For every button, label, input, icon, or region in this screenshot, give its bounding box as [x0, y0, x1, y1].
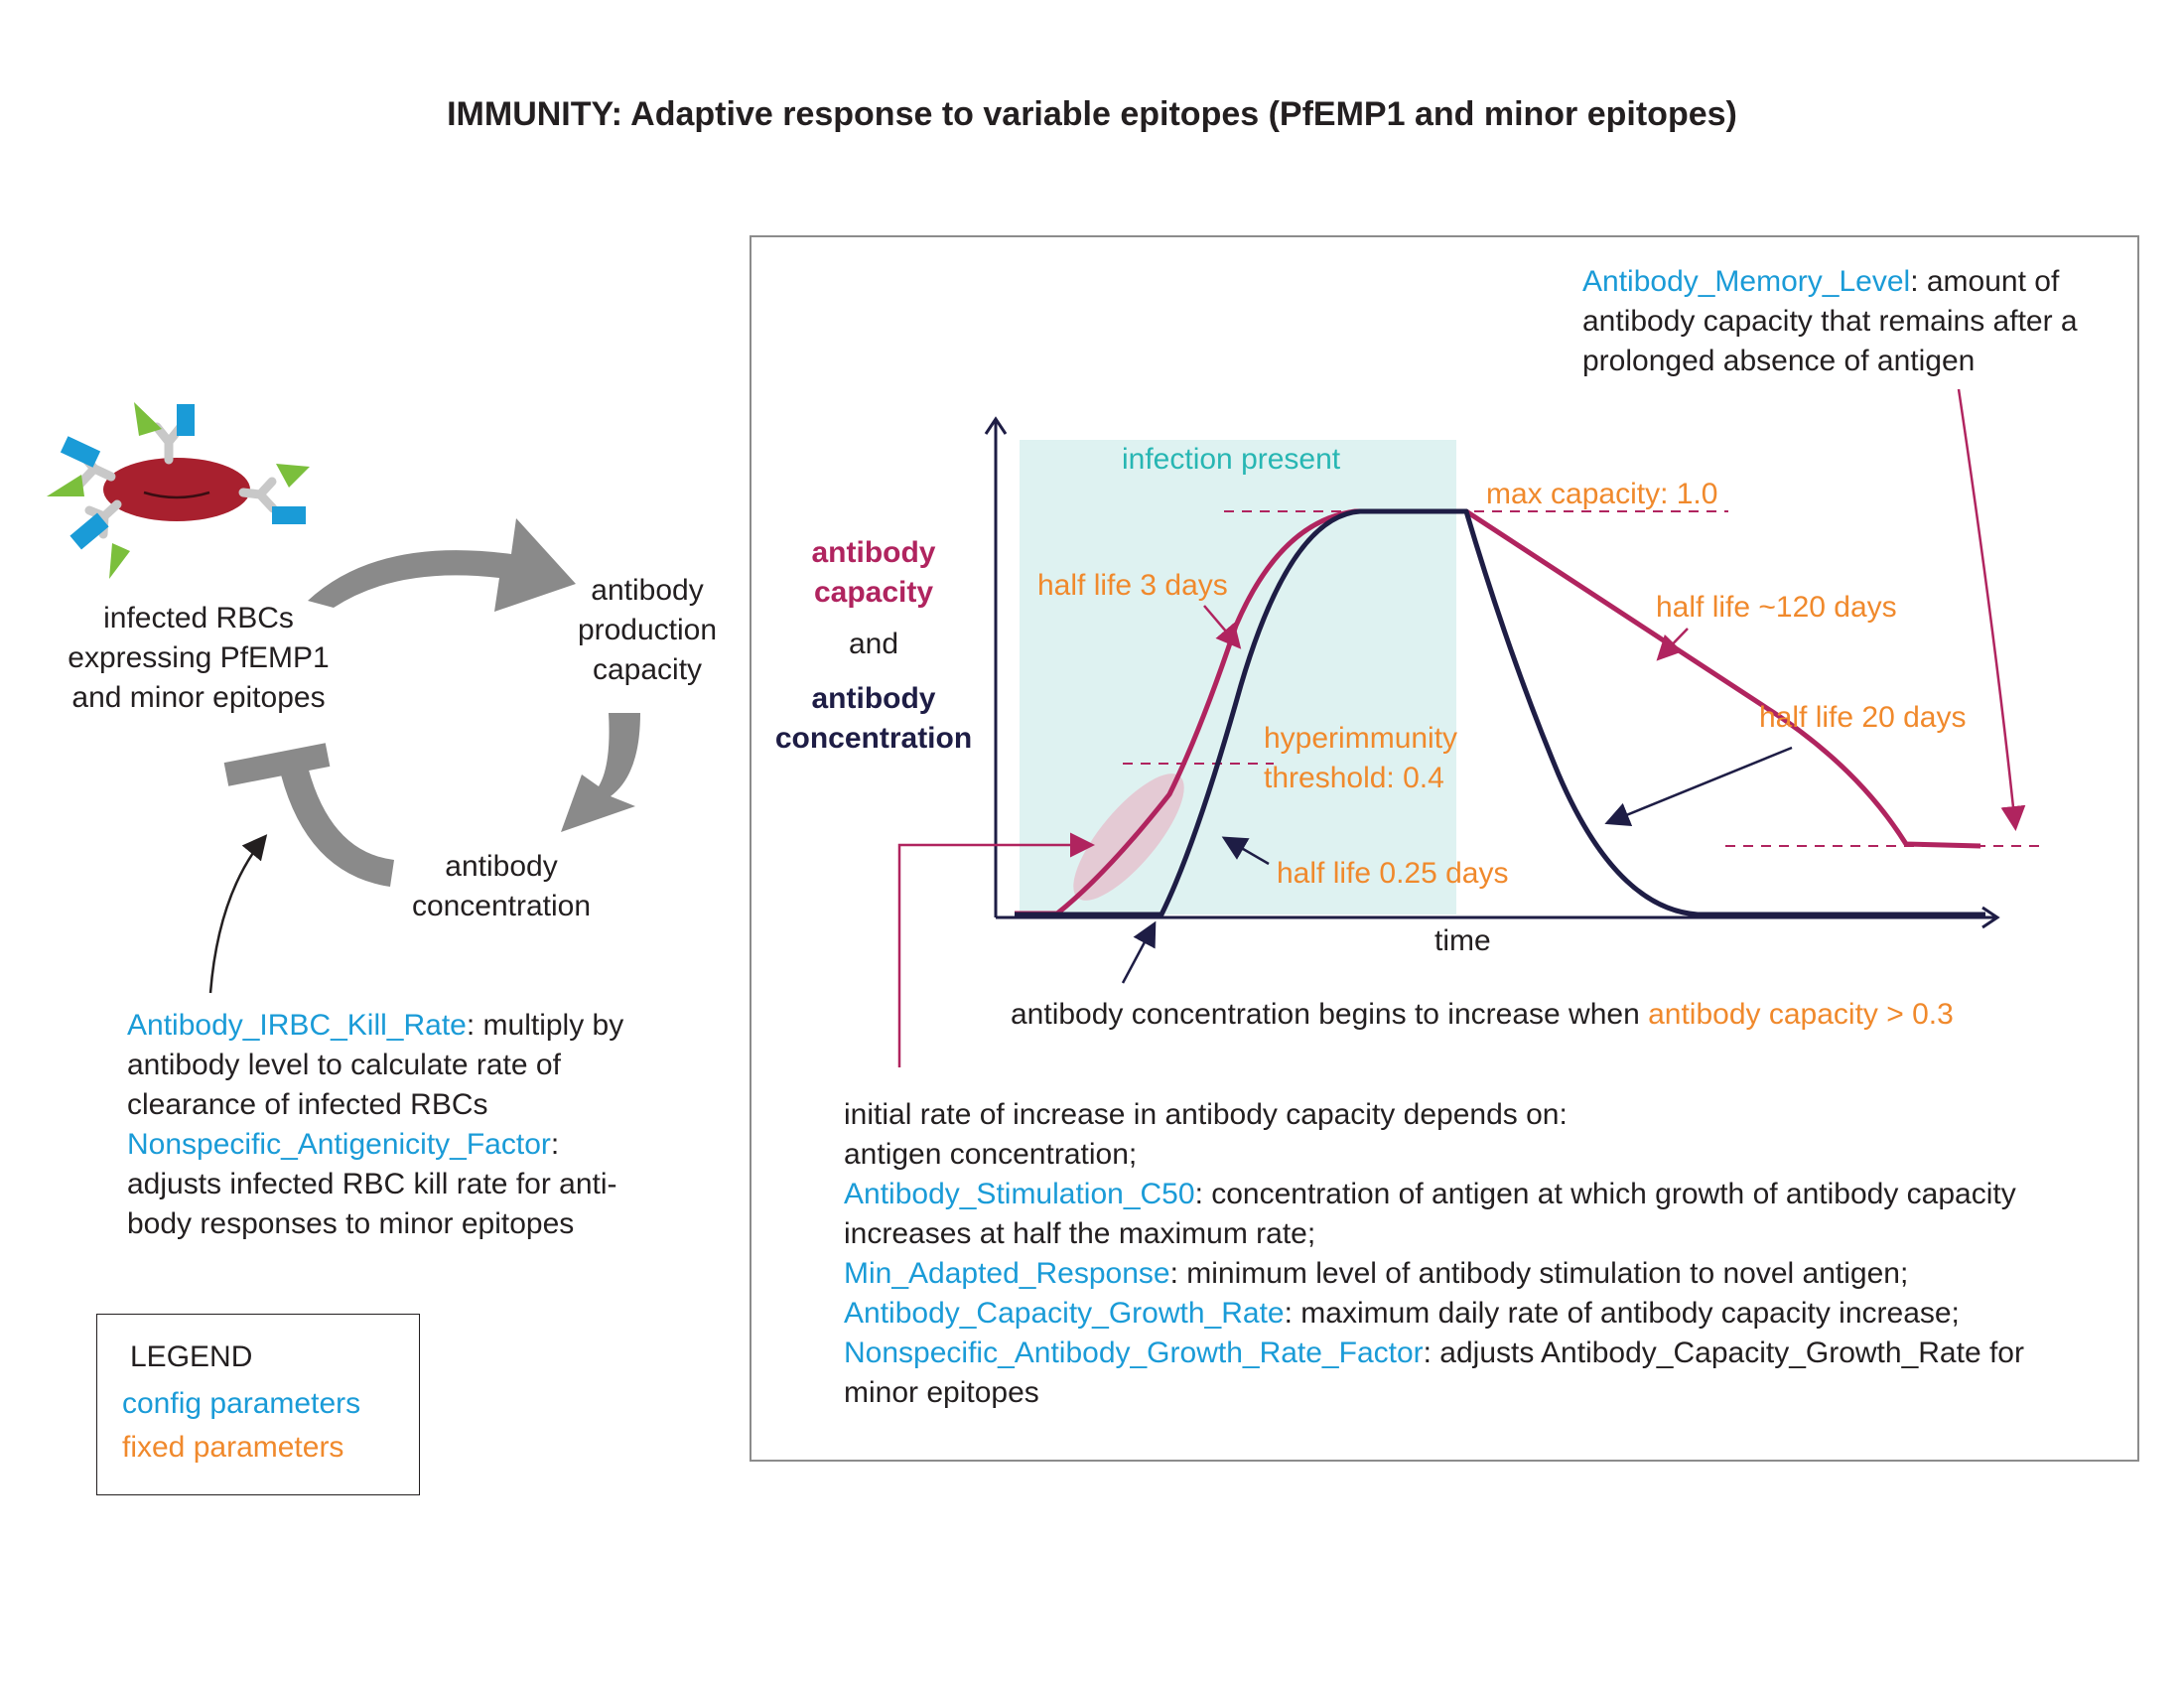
legend-config-parameters: config parameters [122, 1387, 361, 1420]
growth-note-line: antigen concentration; [844, 1138, 1138, 1171]
early-growth-highlight [1073, 774, 1184, 901]
param-desc: : minimum level of antibody stimulation … [1169, 1257, 1909, 1290]
ylabel-line: antibody [811, 536, 936, 569]
node-rbc-line: and minor epitopes [71, 681, 326, 714]
node-infected-rbcs: infected RBCs expressing PfEMP1 and mino… [40, 599, 357, 718]
capacity-growth-note: initial rate of increase in antibody cap… [844, 1095, 2124, 1413]
param-nonspecific-antibody-growth-rate-factor: Nonspecific_Antibody_Growth_Rate_Factor [844, 1336, 1424, 1369]
ylabel-line: capacity [813, 576, 934, 609]
ylabel-and: and [848, 628, 899, 660]
concentration-begins-note: antibody concentration begins to increas… [1011, 995, 1954, 1035]
begins-condition: antibody capacity > 0.3 [1648, 998, 1954, 1031]
param-desc: body responses to minor epitopes [127, 1207, 575, 1240]
begins-text: antibody concentration begins to increas… [1011, 998, 1649, 1031]
growth-note-line: increases at half the maximum rate; [844, 1217, 1316, 1250]
param-min-adapted-response: Min_Adapted_Response [844, 1257, 1170, 1290]
legend-title: LEGEND [130, 1340, 253, 1373]
inhibition-arrow-concentration-to-rbc [278, 759, 394, 887]
chart-panel [750, 235, 2139, 1462]
kill-rate-note: Antibody_IRBC_Kill_Rate: multiply by ant… [127, 1006, 683, 1244]
antibody-concentration-curve [1015, 508, 1985, 917]
legend-fixed-parameters: fixed parameters [122, 1431, 344, 1464]
inhibition-bar [223, 743, 331, 786]
node-antibody-production-capacity: antibody production capacity [548, 571, 747, 690]
arrow-capacity-to-concentration [561, 713, 640, 832]
node-concentration-line: concentration [411, 890, 592, 922]
growth-note-line: initial rate of increase in antibody cap… [844, 1098, 1568, 1131]
param-nonspecific-antigenicity-factor: Nonspecific_Antigenicity_Factor [127, 1128, 551, 1161]
half-life-120-days-label: half life ~120 days [1656, 591, 1897, 624]
legend: LEGEND config parameters fixed parameter… [96, 1314, 420, 1495]
param-antibody-irbc-kill-rate: Antibody_IRBC_Kill_Rate [127, 1009, 467, 1042]
node-rbc-line: expressing PfEMP1 [68, 641, 330, 674]
ylabel-antibody-concentration: antibody concentration [759, 679, 988, 759]
node-rbc-line: infected RBCs [103, 602, 294, 634]
hyperimmunity-line-text: hyperimmunity [1264, 722, 1458, 755]
half-life-3-days-label: half life 3 days [1037, 569, 1228, 602]
param-desc: antibody capacity that remains after a [1582, 305, 2078, 338]
param-desc: : amount of [1910, 265, 2060, 298]
infected-rbc-icon [47, 402, 310, 579]
param-desc: clearance of infected RBCs [127, 1088, 488, 1121]
param-antibody-capacity-growth-rate: Antibody_Capacity_Growth_Rate [844, 1297, 1285, 1330]
param-desc: : maximum daily rate of antibody capacit… [1284, 1297, 1960, 1330]
hyperimmunity-threshold-label: hyperimmunity threshold: 0.4 [1264, 719, 1457, 798]
param-desc: : [550, 1128, 560, 1161]
param-desc: adjusts infected RBC kill rate for anti- [127, 1168, 617, 1200]
max-capacity-label: max capacity: 1.0 [1486, 478, 1718, 510]
node-capacity-line: capacity [592, 653, 703, 686]
param-antibody-stimulation-c50: Antibody_Stimulation_C50 [844, 1178, 1195, 1210]
page-title: IMMUNITY: Adaptive response to variable … [447, 95, 1737, 133]
kill-rate-arrow [208, 834, 268, 994]
node-capacity-line: antibody [591, 574, 704, 607]
growth-note-line: minor epitopes [844, 1376, 1039, 1409]
antibody-capacity-curve [1015, 508, 1981, 916]
xlabel-time: time [1434, 924, 1491, 957]
hyperimmunity-line-text: threshold: 0.4 [1264, 762, 1444, 794]
node-antibody-concentration: antibody concentration [387, 847, 615, 926]
ylabel-line: antibody [811, 682, 936, 715]
ylabel-line: concentration [774, 722, 973, 755]
param-desc: prolonged absence of antigen [1582, 345, 1976, 377]
infection-present-label: infection present [1122, 443, 1341, 476]
cycle-arrows [223, 518, 640, 887]
arrow-rbc-to-capacity [308, 518, 576, 612]
param-desc: : multiply by [466, 1009, 624, 1042]
param-desc: : concentration of antigen at which grow… [1194, 1178, 2016, 1210]
half-life-025-days-label: half life 0.25 days [1277, 857, 1509, 890]
half-life-20-days-label: half life 20 days [1759, 701, 1967, 734]
memory-level-note: Antibody_Memory_Level: amount of antibod… [1582, 262, 2138, 381]
param-antibody-memory-level: Antibody_Memory_Level [1582, 265, 1911, 298]
node-capacity-line: production [577, 614, 718, 646]
param-desc: : adjusts Antibody_Capacity_Growth_Rate … [1423, 1336, 2024, 1369]
ylabel-antibody-capacity: antibody capacity [774, 533, 973, 613]
node-concentration-line: antibody [445, 850, 558, 883]
chart [897, 388, 2047, 1067]
param-desc: antibody level to calculate rate of [127, 1049, 561, 1081]
